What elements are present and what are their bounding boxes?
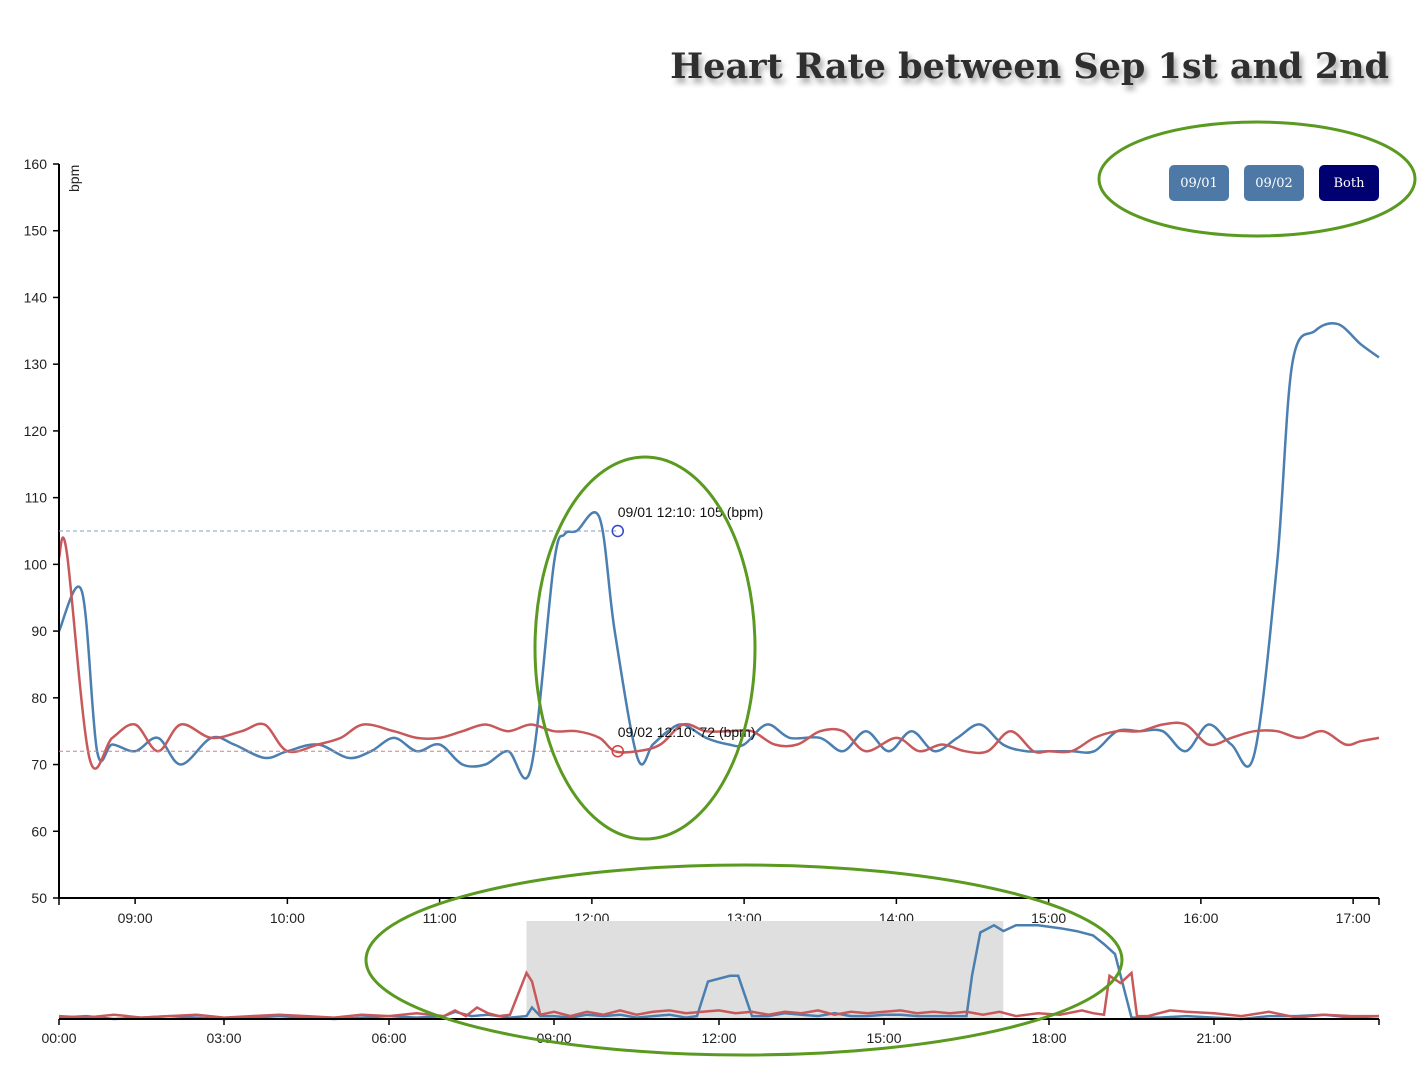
y-axis-label: bpm	[66, 165, 82, 192]
y-tick-label: 80	[31, 690, 47, 706]
y-tick-label: 140	[24, 289, 48, 305]
overview-x-tick-label: 18:00	[1031, 1030, 1066, 1046]
tooltip-marker	[611, 744, 625, 758]
overview-x-tick-label: 06:00	[371, 1030, 406, 1046]
x-tick-label: 10:00	[270, 910, 305, 926]
tooltip-marker	[611, 524, 625, 538]
tooltip-label: 09/02 12:10: 72 (bpm)	[618, 724, 756, 740]
overview-x-tick-label: 03:00	[206, 1030, 241, 1046]
main-plot-area[interactable]	[57, 322, 1380, 780]
y-tick-label: 120	[24, 423, 48, 439]
y-tick-label: 90	[31, 623, 47, 639]
filter-0902-button[interactable]: 09/02	[1244, 165, 1304, 201]
series-line-0902	[57, 536, 1380, 770]
overview-brush-selection[interactable]	[526, 921, 1004, 1019]
overview-x-tick-label: 12:00	[701, 1030, 736, 1046]
x-tick-label: 09:00	[118, 910, 153, 926]
overview-x-tick-label: 15:00	[866, 1030, 901, 1046]
filter-both-button[interactable]: Both	[1319, 165, 1379, 201]
y-tick-label: 130	[24, 356, 48, 372]
x-tick-label: 11:00	[423, 910, 457, 926]
overview-x-tick-label: 00:00	[41, 1030, 76, 1046]
y-tick-label: 70	[31, 757, 47, 773]
annotation-ellipse-buttons	[1097, 120, 1417, 238]
y-tick-label: 100	[24, 556, 48, 572]
overview-plot-area[interactable]	[58, 923, 1380, 1021]
y-tick-label: 50	[31, 890, 47, 906]
series-line-0901	[57, 322, 1380, 780]
y-tick-label: 160	[24, 156, 48, 172]
x-tick-label: 15:00	[1031, 910, 1066, 926]
chart-title: Heart Rate between Sep 1st and 2nd	[670, 46, 1389, 87]
overview-x-tick-label: 21:00	[1196, 1030, 1231, 1046]
overview-line-0902	[58, 970, 1379, 1019]
x-tick-label: 17:00	[1336, 910, 1371, 926]
y-tick-label: 150	[24, 223, 48, 239]
tooltip-label: 09/01 12:10: 105 (bpm)	[618, 504, 764, 520]
annotation-ellipse-peak	[533, 455, 757, 841]
y-tick-label: 110	[25, 490, 48, 506]
filter-0901-button[interactable]: 09/01	[1169, 165, 1229, 201]
annotation-ellipse-overview	[364, 863, 1124, 1057]
y-tick-label: 60	[31, 823, 47, 839]
x-tick-label: 16:00	[1183, 910, 1218, 926]
